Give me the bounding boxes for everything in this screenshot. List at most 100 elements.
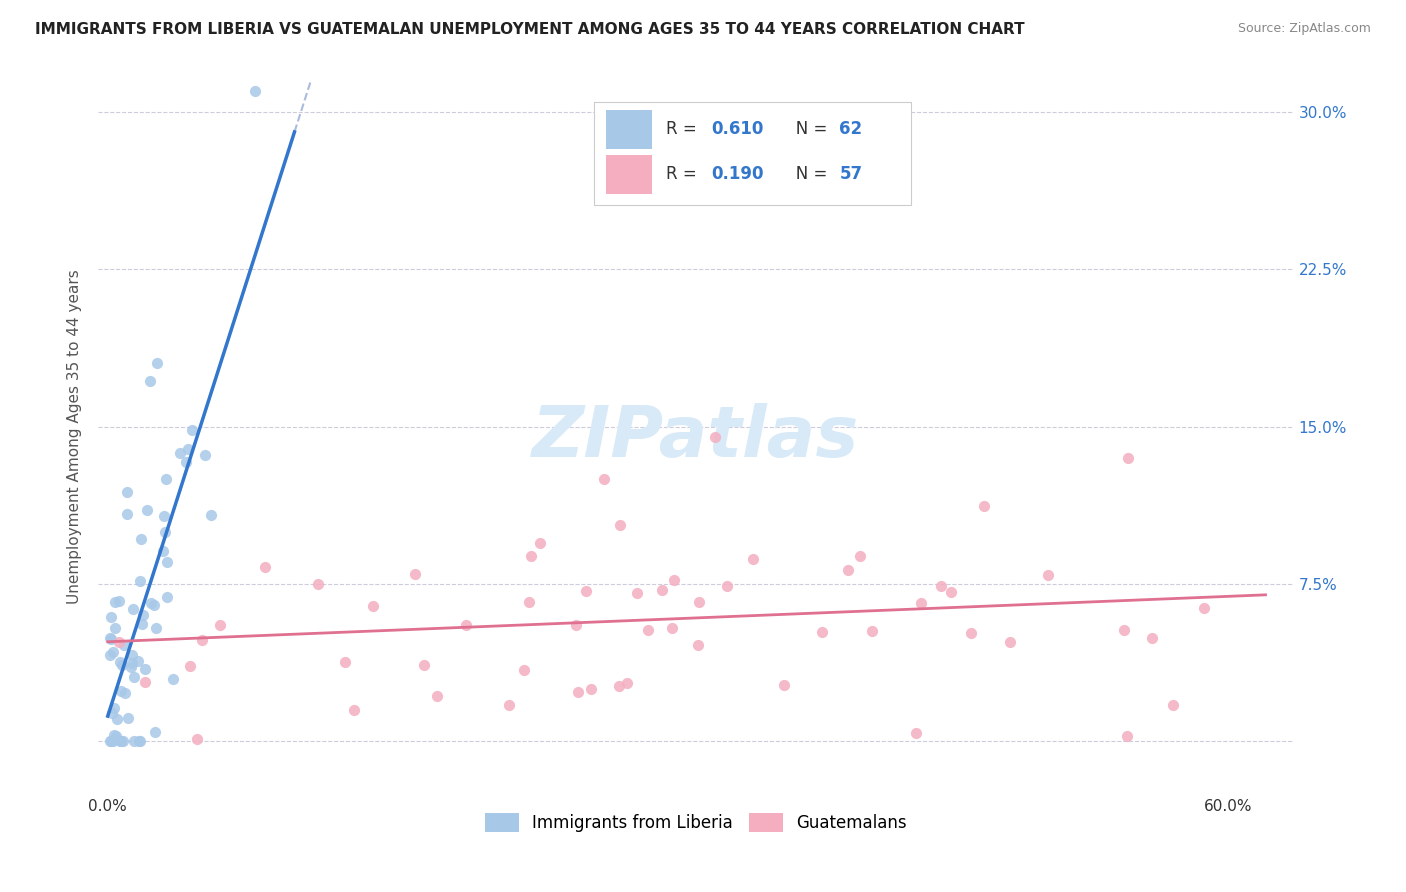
Point	[101, 645, 124, 659]
Point	[128, 574, 150, 589]
Point	[517, 595, 540, 609]
Point	[98, 648, 121, 662]
Point	[101, 706, 124, 720]
Point	[121, 602, 143, 616]
Point	[153, 509, 176, 524]
Point	[579, 682, 602, 697]
Point	[104, 621, 127, 635]
Point	[120, 660, 142, 674]
Legend: Immigrants from Liberia, Guatemalans: Immigrants from Liberia, Guatemalans	[478, 806, 914, 839]
Text: Source: ZipAtlas.com: Source: ZipAtlas.com	[1237, 22, 1371, 36]
Point	[404, 567, 426, 582]
Point	[520, 549, 543, 563]
Point	[688, 595, 710, 609]
Point	[609, 680, 631, 694]
Point	[412, 657, 434, 672]
Point	[152, 544, 174, 558]
Bar	[606, 111, 652, 150]
Point	[112, 734, 135, 748]
Point	[100, 734, 122, 748]
Text: N =: N =	[779, 120, 832, 137]
Point	[512, 664, 534, 678]
Point	[343, 703, 366, 717]
Text: 0.190: 0.190	[711, 165, 763, 183]
Point	[110, 734, 132, 748]
Point	[662, 573, 685, 587]
Point	[155, 472, 177, 486]
Point	[333, 656, 356, 670]
FancyBboxPatch shape	[595, 102, 911, 205]
Point	[929, 579, 952, 593]
Point	[575, 584, 598, 599]
Point	[773, 678, 796, 692]
Point	[108, 734, 131, 748]
Point	[114, 685, 136, 699]
Point	[129, 532, 152, 546]
Point	[194, 448, 217, 462]
Point	[307, 577, 329, 591]
Point	[107, 635, 129, 649]
Point	[973, 500, 995, 514]
Point	[1161, 698, 1184, 713]
Point	[108, 594, 131, 608]
Text: IMMIGRANTS FROM LIBERIA VS GUATEMALAN UNEMPLOYMENT AMONG AGES 35 TO 44 YEARS COR: IMMIGRANTS FROM LIBERIA VS GUATEMALAN UN…	[35, 22, 1025, 37]
Point	[905, 726, 928, 740]
Point	[960, 625, 983, 640]
Point	[100, 632, 122, 646]
Point	[180, 423, 202, 437]
Point	[105, 729, 128, 743]
Point	[143, 725, 166, 739]
Point	[626, 586, 648, 600]
Point	[1192, 600, 1215, 615]
Point	[837, 563, 859, 577]
Point	[115, 507, 138, 521]
Point	[135, 503, 157, 517]
Point	[156, 590, 179, 604]
Point	[939, 585, 962, 599]
Text: R =: R =	[666, 165, 702, 183]
Text: R =: R =	[666, 120, 702, 137]
Point	[1116, 451, 1139, 466]
Point	[208, 618, 231, 632]
Point	[609, 518, 631, 533]
Point	[117, 485, 139, 500]
Point	[174, 455, 197, 469]
Point	[254, 560, 277, 574]
Point	[121, 656, 143, 670]
Point	[134, 675, 156, 690]
Point	[651, 583, 673, 598]
Point	[860, 624, 883, 638]
Point	[529, 536, 551, 550]
Point	[637, 624, 659, 638]
Point	[567, 685, 589, 699]
Point	[145, 621, 167, 635]
Point	[454, 617, 477, 632]
Point	[426, 690, 449, 704]
Point	[1036, 568, 1059, 582]
Point	[498, 698, 520, 713]
Point	[998, 634, 1021, 648]
Point	[117, 711, 139, 725]
Text: 62: 62	[839, 120, 862, 137]
Point	[131, 616, 153, 631]
Point	[661, 621, 683, 635]
Point	[139, 596, 162, 610]
Point	[108, 655, 131, 669]
Point	[124, 670, 146, 684]
Point	[134, 662, 156, 676]
Point	[910, 596, 932, 610]
Point	[361, 599, 384, 613]
Point	[186, 732, 208, 747]
Bar	[606, 155, 652, 194]
Point	[849, 549, 872, 564]
Point	[742, 552, 765, 566]
Point	[121, 648, 143, 662]
Point	[704, 430, 727, 444]
Point	[177, 442, 200, 456]
Point	[103, 700, 125, 714]
Point	[1140, 631, 1163, 645]
Point	[162, 672, 184, 686]
Point	[103, 728, 125, 742]
Point	[155, 524, 177, 539]
Point	[169, 446, 191, 460]
